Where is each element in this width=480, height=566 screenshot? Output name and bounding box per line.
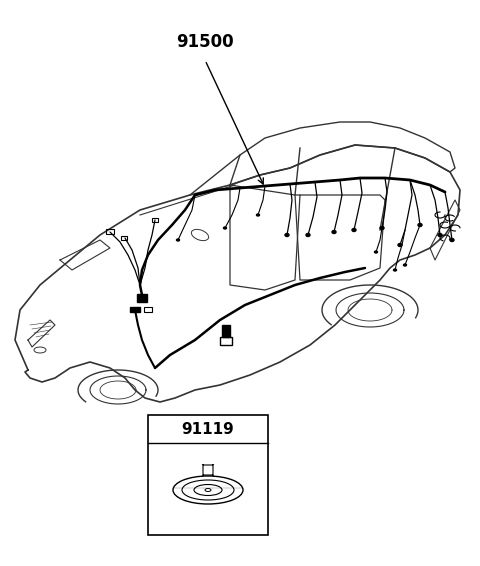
Ellipse shape <box>285 234 289 237</box>
Bar <box>121 236 127 240</box>
Ellipse shape <box>438 234 442 237</box>
Text: 91500: 91500 <box>176 33 234 51</box>
Ellipse shape <box>394 269 396 271</box>
Ellipse shape <box>224 227 227 229</box>
FancyBboxPatch shape <box>148 415 268 535</box>
Ellipse shape <box>306 234 310 237</box>
Ellipse shape <box>256 214 260 216</box>
Bar <box>222 325 230 337</box>
Ellipse shape <box>352 229 356 231</box>
FancyBboxPatch shape <box>203 464 213 476</box>
Bar <box>152 218 158 222</box>
Ellipse shape <box>380 226 384 229</box>
Ellipse shape <box>398 243 402 247</box>
Text: 91119: 91119 <box>181 422 234 436</box>
Bar <box>137 294 147 302</box>
Bar <box>130 307 140 312</box>
Ellipse shape <box>332 230 336 234</box>
Bar <box>106 229 114 234</box>
Ellipse shape <box>418 224 422 226</box>
Bar <box>144 307 152 312</box>
Ellipse shape <box>404 264 407 266</box>
Ellipse shape <box>177 239 180 241</box>
Bar <box>220 337 232 345</box>
Ellipse shape <box>374 251 377 253</box>
Ellipse shape <box>450 238 454 242</box>
